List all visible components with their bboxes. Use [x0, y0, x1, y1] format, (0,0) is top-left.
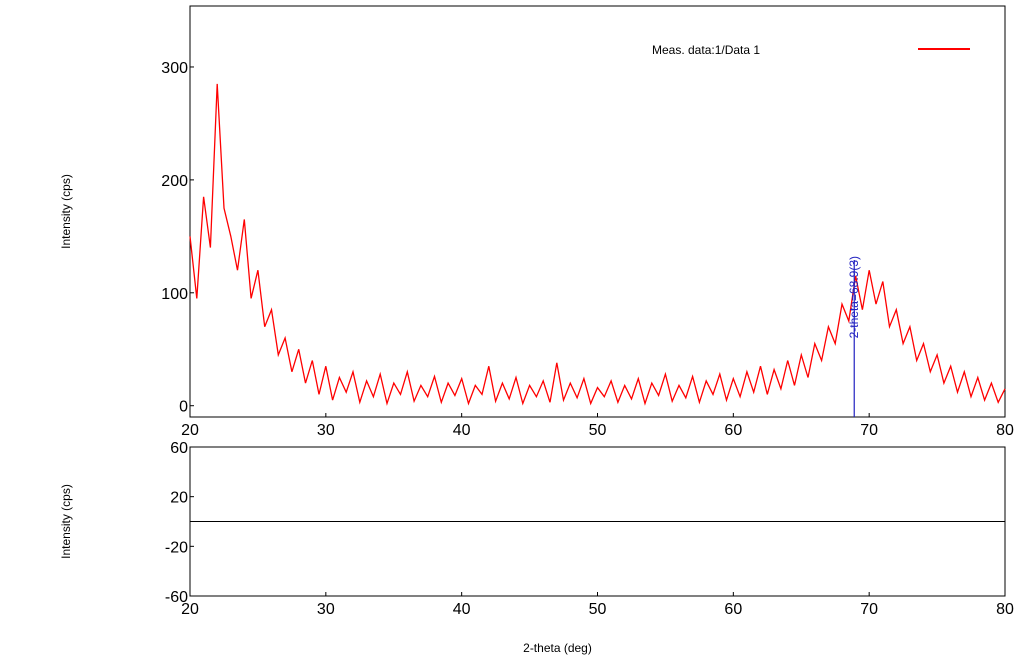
x-tick-label: 40 [453, 601, 471, 618]
y-axis-label: Intensity (cps) [59, 484, 73, 559]
x-tick-label: 50 [589, 601, 607, 618]
annotation-label: 2-theta=68.9(3) [847, 256, 861, 338]
x-tick-label: 60 [724, 601, 742, 618]
y-tick-label: -60 [165, 589, 188, 606]
x-tick-label: 20 [181, 422, 199, 439]
data-line [189, 83, 1006, 406]
y-tick-label: 100 [161, 286, 188, 303]
x-tick-label: 80 [996, 601, 1014, 618]
plot-frame [189, 5, 1006, 418]
x-tick-label: 40 [453, 422, 471, 439]
x-tick-label: 30 [317, 422, 335, 439]
x-tick-label: 80 [996, 422, 1014, 439]
y-tick-label: 200 [161, 173, 188, 190]
x-tick-label: 20 [181, 601, 199, 618]
legend-label: Meas. data:1/Data 1 [652, 43, 760, 57]
y-tick-label: 300 [161, 60, 188, 77]
y-tick-label: -20 [165, 539, 188, 556]
y-tick-label: 20 [170, 490, 188, 507]
x-tick-label: 70 [860, 422, 878, 439]
y-axis-label: Intensity (cps) [59, 174, 73, 249]
x-tick-label: 30 [317, 601, 335, 618]
x-axis-label: 2-theta (deg) [523, 641, 592, 655]
x-tick-label: 60 [724, 422, 742, 439]
y-tick-label: 0 [179, 399, 188, 416]
x-tick-label: 50 [589, 422, 607, 439]
x-tick-label: 70 [860, 601, 878, 618]
y-tick-label: 60 [170, 440, 188, 457]
